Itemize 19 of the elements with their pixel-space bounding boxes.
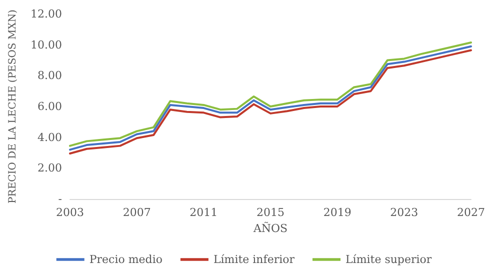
y-tick-label: 4.00: [38, 130, 62, 144]
y-tick-label: 12.00: [30, 8, 62, 20]
x-tick-label: 2003: [56, 206, 84, 219]
x-tick-label: 2019: [323, 206, 352, 219]
y-tick-label: 10.00: [30, 38, 62, 52]
legend-label: Límite inferior: [213, 253, 296, 266]
y-tick-label: -: [58, 192, 62, 206]
x-tick-label: 2023: [390, 206, 418, 219]
x-axis-title: AÑOS: [252, 221, 288, 235]
y-tick-label: 8.00: [38, 69, 62, 82]
x-tick-label: 2007: [122, 206, 151, 219]
y-tick-label: 6.00: [38, 100, 62, 113]
x-tick-label: 2027: [457, 206, 486, 219]
x-tick-label: 2011: [190, 206, 218, 219]
y-axis-title: PRECIO DE LA LECHE (PESOS MXN): [8, 9, 18, 204]
legend-label: Precio medio: [89, 253, 163, 266]
y-tick-label: 2.00: [38, 162, 62, 175]
x-tick-label: 2015: [256, 206, 284, 219]
legend-label: Límite superior: [345, 253, 432, 266]
